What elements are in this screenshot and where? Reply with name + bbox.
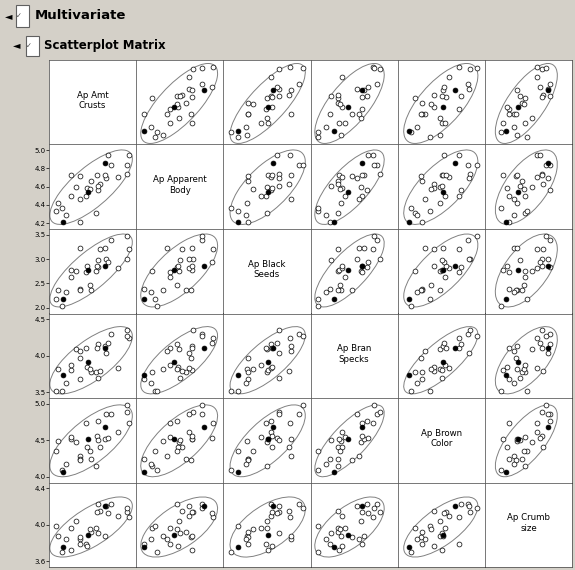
- Text: ✓: ✓: [16, 13, 22, 19]
- Text: ✓: ✓: [26, 43, 32, 49]
- Text: ◄: ◄: [13, 40, 21, 51]
- Text: Ap Crumb
size: Ap Crumb size: [507, 514, 550, 533]
- Bar: [16, 5, 29, 27]
- Bar: [26, 35, 39, 56]
- Text: Ap Amt
Crusts: Ap Amt Crusts: [76, 91, 108, 110]
- Text: ◄: ◄: [5, 11, 12, 21]
- Text: Ap Bran
Specks: Ap Bran Specks: [337, 344, 371, 364]
- Text: Ap Brown
Color: Ap Brown Color: [421, 429, 462, 449]
- Text: Multivariate: Multivariate: [34, 9, 126, 22]
- Text: Scatterplot Matrix: Scatterplot Matrix: [44, 39, 166, 52]
- Text: Ap Black
Seeds: Ap Black Seeds: [248, 260, 286, 279]
- Text: Ap Apparent
Body: Ap Apparent Body: [153, 176, 206, 195]
